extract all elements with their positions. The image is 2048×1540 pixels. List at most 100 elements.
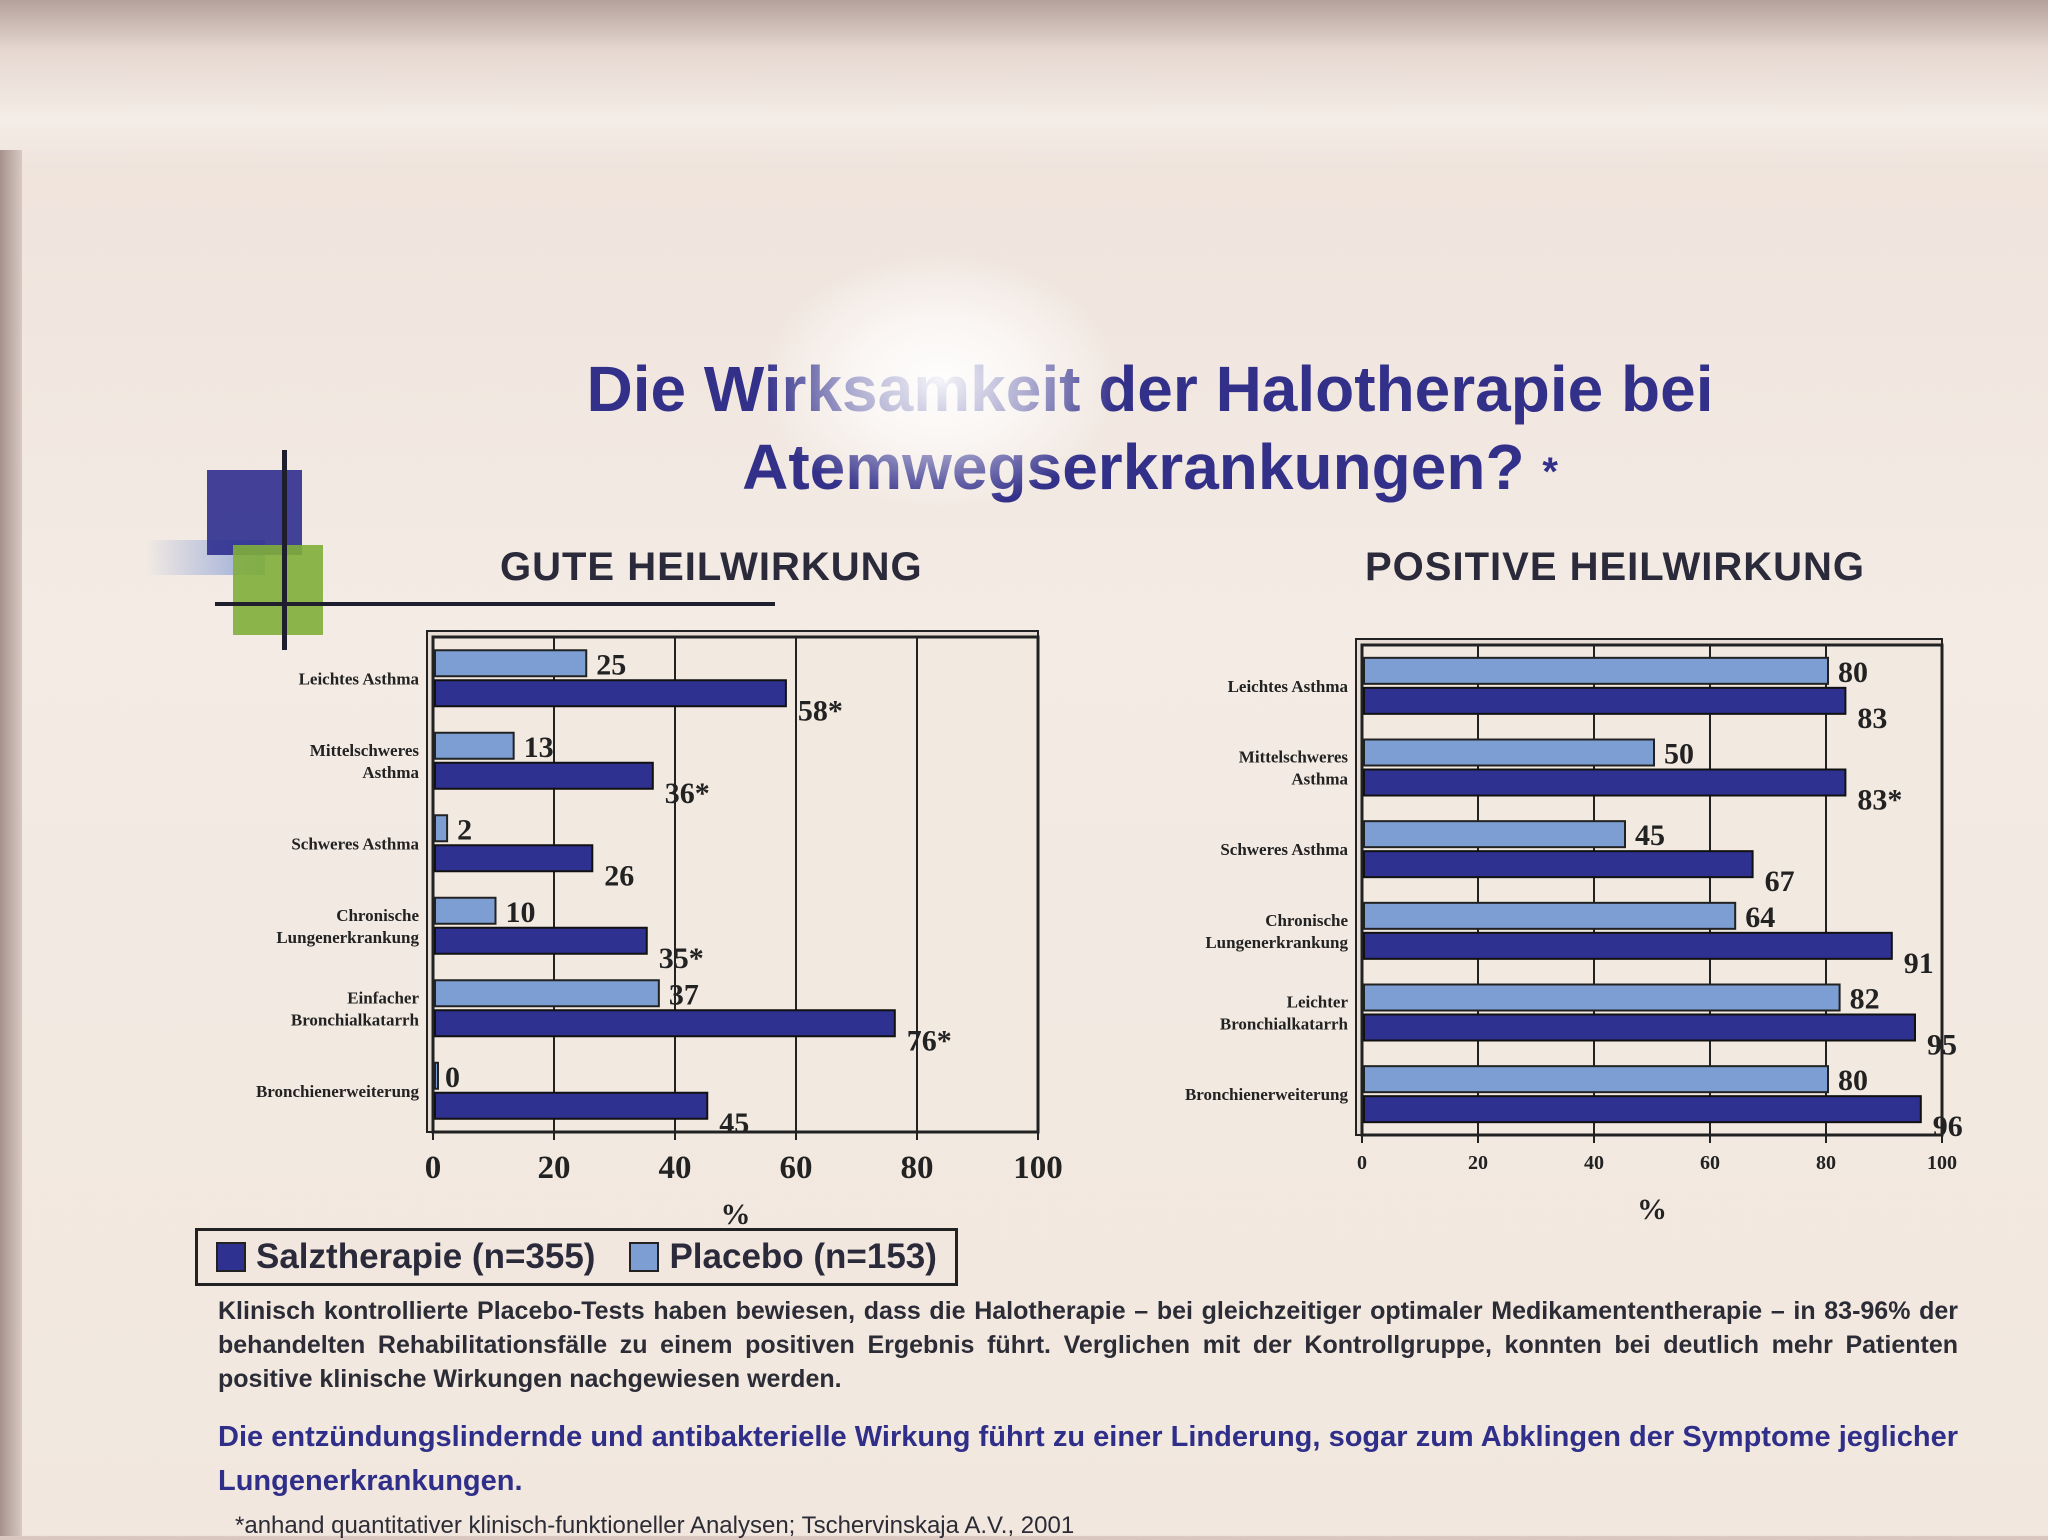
bar-placebo	[434, 896, 497, 925]
x-tick-label: 80	[901, 1150, 934, 1186]
category-label: Asthma	[362, 763, 419, 782]
data-label-placebo: 80	[1838, 1064, 1868, 1097]
bar-salztherapie	[434, 761, 654, 790]
data-label-placebo: 25	[596, 648, 626, 681]
bar-salztherapie	[434, 844, 594, 873]
data-label-placebo: 64	[1745, 901, 1775, 934]
category-label: Chronische	[1265, 911, 1348, 930]
bar-placebo	[434, 731, 515, 760]
category-label: Mittelschweres	[1239, 748, 1349, 767]
category-label: Bronchialkatarrh	[291, 1010, 420, 1029]
legend-item-placebo: Placebo (n=153)	[629, 1237, 937, 1277]
chart-positive-heilwirkung: 0 20 40 60 80 100% Leichtes Asthma 80 83 Mittelsc…	[1185, 638, 1963, 1226]
bar-placebo	[434, 814, 449, 843]
bar-placebo	[1363, 820, 1626, 849]
data-label-placebo: 0	[445, 1061, 460, 1094]
data-label-placebo: 80	[1838, 656, 1868, 689]
plot-area	[1360, 643, 1944, 1137]
category-label: Bronchienerweiterung	[256, 1082, 420, 1101]
bar-placebo	[1363, 738, 1655, 767]
plot-area	[431, 635, 1040, 1134]
legend-label-salztherapie: Salztherapie (n=355)	[256, 1237, 596, 1276]
bar-salztherapie	[434, 1009, 896, 1038]
data-label-placebo: 37	[669, 978, 699, 1011]
bar-placebo	[1363, 901, 1737, 930]
chart-legend: Salztherapie (n=355) Placebo (n=153)	[195, 1228, 958, 1286]
category-label: Mittelschweres	[310, 741, 420, 760]
x-tick-label: 100	[1013, 1150, 1063, 1186]
x-tick-label: 20	[1468, 1152, 1488, 1174]
category-label: Asthma	[1291, 770, 1348, 789]
footnote: *anhand quantitativer klinisch-funktione…	[235, 1512, 1075, 1539]
x-axis-label: %	[721, 1198, 751, 1230]
data-label-salztherapie: 36*	[665, 777, 710, 810]
data-label-salztherapie: 96	[1933, 1110, 1963, 1143]
x-axis-label: %	[1637, 1193, 1667, 1226]
bar-salztherapie	[434, 926, 648, 955]
chart-title-gute-heilwirkung: GUTE HEILWIRKUNG	[500, 545, 923, 589]
x-tick-label: 0	[1357, 1152, 1367, 1174]
bar-placebo	[1363, 1065, 1829, 1094]
bar-salztherapie	[1363, 686, 1847, 715]
data-label-placebo: 82	[1850, 983, 1880, 1016]
category-label: Leichtes Asthma	[1228, 677, 1349, 696]
category-label: Lungenerkrankung	[276, 928, 419, 947]
category-label: Leichtes Asthma	[299, 669, 420, 688]
category-label: Bronchialkatarrh	[1220, 1015, 1349, 1034]
data-label-placebo: 50	[1664, 738, 1694, 771]
x-tick-label: 100	[1927, 1152, 1957, 1174]
bar-placebo	[1363, 656, 1829, 685]
x-tick-label: 60	[780, 1150, 813, 1186]
category-label: Chronische	[336, 906, 419, 925]
x-tick-label: 0	[425, 1150, 442, 1186]
data-label-salztherapie: 67	[1765, 865, 1795, 898]
legend-swatch-placebo	[629, 1242, 660, 1272]
bar-salztherapie	[434, 679, 787, 708]
board-frame-top	[0, 0, 2048, 170]
board-frame-left	[0, 150, 22, 1536]
data-label-salztherapie: 58*	[798, 694, 843, 727]
bar-placebo	[434, 979, 660, 1008]
title-line-2: Atemwegserkrankungen? *	[742, 431, 1558, 503]
data-label-salztherapie: 35*	[659, 942, 704, 975]
bar-salztherapie	[1363, 1013, 1916, 1042]
data-label-salztherapie: 45	[719, 1107, 749, 1140]
bar-salztherapie	[434, 1091, 709, 1120]
light-glare	[760, 250, 1120, 510]
data-label-salztherapie: 91	[1904, 947, 1934, 980]
chart-gute-heilwirkung: 0 20 40 60 80 100%Leichtes Asthma 2558*Mittels…	[256, 630, 1063, 1230]
bar-salztherapie	[1363, 850, 1754, 879]
x-tick-label: 40	[1584, 1152, 1604, 1174]
data-label-salztherapie: 26	[604, 859, 634, 892]
chart-title-positive-heilwirkung: POSITIVE HEILWIRKUNG	[1365, 545, 1866, 589]
legend-item-salztherapie: Salztherapie (n=355)	[216, 1237, 595, 1277]
data-label-salztherapie: 95	[1927, 1029, 1957, 1062]
data-label-salztherapie: 76*	[907, 1024, 952, 1057]
bar-placebo	[1363, 983, 1841, 1012]
category-label: Bronchienerweiterung	[1185, 1085, 1349, 1104]
category-label: Leichter	[1287, 993, 1349, 1012]
data-label-placebo: 2	[457, 813, 472, 846]
bar-placebo	[434, 1061, 439, 1090]
category-label: Einfacher	[347, 988, 419, 1007]
data-label-placebo: 45	[1635, 819, 1665, 852]
legend-label-placebo: Placebo (n=153)	[669, 1237, 937, 1276]
paragraph-effect: Die entzündungslindernde und antibakteri…	[218, 1421, 1958, 1497]
title-asterisk: *	[1542, 450, 1558, 495]
category-label: Schweres Asthma	[1220, 840, 1348, 859]
legend-swatch-salztherapie	[216, 1242, 246, 1272]
bar-salztherapie	[1363, 768, 1847, 797]
page-title: Die Wirksamkeit der Halotherapie bei Ate…	[440, 350, 1860, 511]
x-tick-label: 40	[659, 1150, 692, 1186]
paragraph-placebo-tests: Klinisch kontrollierte Placebo-Tests hab…	[218, 1297, 1958, 1393]
bar-placebo	[434, 649, 588, 678]
category-label: Schweres Asthma	[291, 834, 419, 853]
bar-salztherapie	[1363, 1095, 1922, 1124]
data-label-salztherapie: 83	[1857, 702, 1887, 735]
data-label-placebo: 13	[524, 731, 554, 764]
data-label-placebo: 10	[506, 896, 536, 929]
x-tick-label: 20	[538, 1150, 571, 1186]
bar-salztherapie	[1363, 931, 1893, 960]
category-label: Lungenerkrankung	[1205, 933, 1348, 952]
logo-graphic	[145, 445, 775, 655]
